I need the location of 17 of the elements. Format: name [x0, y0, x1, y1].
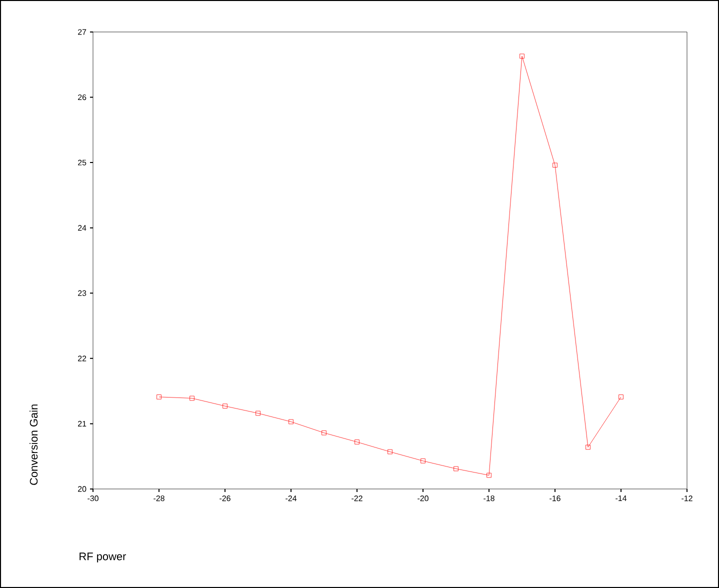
point	[618, 394, 624, 400]
point	[552, 162, 558, 168]
point	[586, 444, 590, 450]
point	[486, 472, 492, 478]
y-axis-title: Conversion Gain	[30, 404, 38, 485]
point	[388, 449, 392, 454]
point	[190, 396, 194, 401]
point	[256, 410, 260, 416]
x-axis-title: RF power	[80, 552, 126, 562]
point	[520, 54, 524, 59]
point	[156, 394, 162, 400]
point	[288, 419, 294, 424]
point	[420, 458, 426, 464]
point	[354, 440, 360, 444]
point	[454, 466, 458, 472]
point	[322, 430, 326, 436]
point	[222, 404, 228, 408]
